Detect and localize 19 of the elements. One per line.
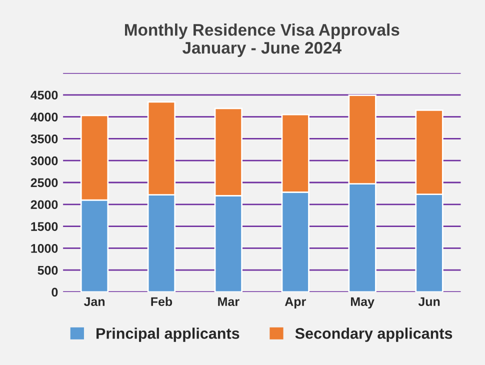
y-tick-label: 2000 — [30, 200, 58, 210]
x-tick-label: Jun — [418, 297, 440, 306]
y-tick-label: 1500 — [31, 222, 58, 231]
y-tick-label: 3000 — [30, 156, 58, 166]
y-tick-label: 0 — [52, 288, 58, 297]
x-tick-label: May — [351, 297, 374, 309]
legend-label: Principal applicants — [96, 328, 240, 342]
y-tick-label: 3500 — [30, 134, 58, 144]
y-tick-label: 1000 — [31, 244, 58, 253]
y-tick-label: 2500 — [30, 178, 58, 188]
x-tick-label: Feb — [151, 296, 172, 306]
chart-title: Monthly Residence Visa Approvals January - June 2024 — [125, 24, 400, 58]
y-tick-label: 4000 — [30, 112, 58, 122]
x-tick-label: Apr — [284, 297, 306, 309]
x-tick-label: Mar — [218, 297, 240, 306]
y-tick-label: 4500 — [30, 90, 58, 100]
legend-label: Secondary applicants — [295, 328, 452, 342]
y-tick-label: 500 — [38, 266, 58, 275]
x-tick-label: Jan — [84, 297, 105, 306]
